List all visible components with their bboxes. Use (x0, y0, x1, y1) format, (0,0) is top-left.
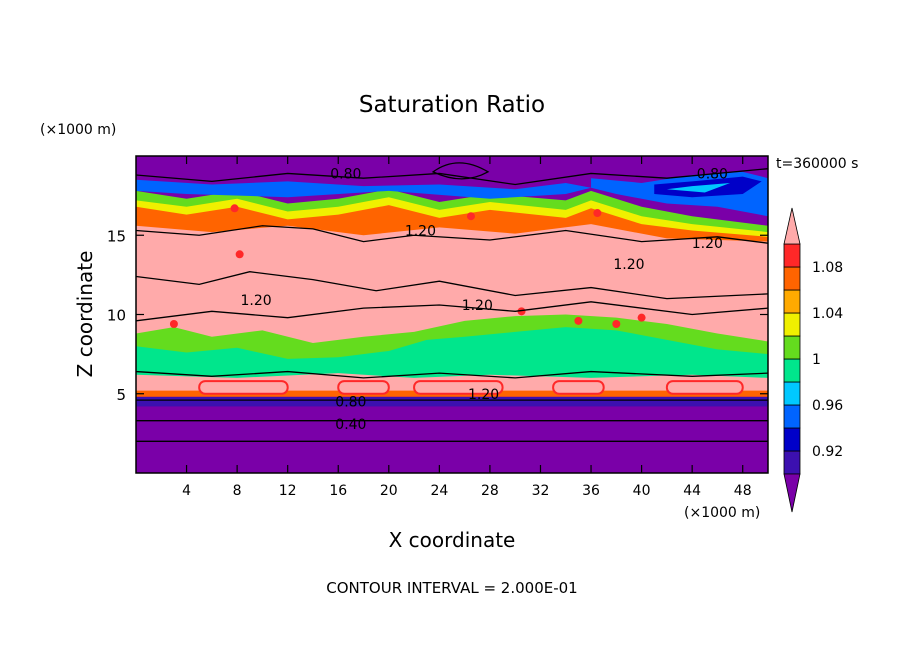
field-base-bubble (552, 380, 605, 395)
time-label: t=360000 s (776, 156, 858, 172)
x-tick-label: 8 (233, 483, 242, 499)
contour-label: 1.20 (240, 293, 271, 309)
field-lower-stripe (136, 396, 768, 407)
contour-label: 1.20 (692, 236, 723, 252)
field-red-speck (517, 307, 526, 316)
field-upper-cyan (666, 182, 731, 193)
contour-label: 1.20 (405, 223, 436, 239)
colorbar-tick-label: 1.08 (812, 260, 843, 276)
colorbar-top-arrow (783, 207, 801, 245)
contour-fill-field (136, 156, 768, 473)
colorbar-swatch (783, 450, 801, 475)
y-tick-label: 10 (107, 307, 126, 325)
field-red-speck (574, 316, 583, 325)
contour-labels: 0.80 0.80 1.20 1.20 1.20 1.20 1.20 1.20 0.80 0.40 (240, 166, 728, 433)
field-red-speck (637, 313, 646, 322)
field-top-streak (136, 179, 592, 199)
y-axis-label: Z coordinate (73, 251, 97, 378)
x-tick-label: 20 (380, 483, 398, 499)
x-axis-label: X coordinate (389, 528, 516, 552)
x-tick-label: 24 (430, 483, 448, 499)
contour-label: 0.80 (335, 395, 366, 411)
contour-interval-note: CONTOUR INTERVAL = 2.000E-01 (326, 579, 577, 597)
colorbar-tick-label: 0.92 (812, 444, 843, 460)
colorbar-swatch (783, 266, 801, 291)
contour-label: 1.20 (613, 257, 644, 273)
contour-120-mid (136, 271, 768, 300)
contour-label: 0.80 (330, 166, 361, 182)
contour-120-base (136, 370, 768, 379)
x-tick-label: 44 (683, 483, 701, 499)
colorbar-swatch (783, 404, 801, 429)
field-mid-teal (136, 327, 768, 389)
field-red-speck (593, 209, 602, 218)
field-red-speck (466, 212, 475, 221)
contour-label: 0.40 (335, 417, 366, 433)
x-tick-label: 32 (532, 483, 550, 499)
colorbar-swatch (783, 335, 801, 360)
colorbar-swatch (783, 312, 801, 337)
colorbar-swatch (783, 358, 801, 383)
field-lower-dry (136, 396, 768, 473)
y-unit-label: (×1000 m) (40, 122, 116, 138)
colorbar-tick-label: 0.96 (812, 398, 843, 414)
colorbar-swatch (783, 427, 801, 452)
contour-label: 0.80 (697, 166, 728, 182)
x-tick-label: 16 (329, 483, 347, 499)
colorbar-tick-label: 1 (812, 352, 821, 368)
y-tick-label: 5 (116, 386, 126, 404)
contour-120-upper (136, 225, 768, 244)
colorbar-tick-label: 1.04 (812, 306, 843, 322)
contour-label: 1.20 (462, 298, 493, 314)
colorbar: 0.92 0.96 1 1.04 1.08 (783, 207, 843, 513)
y-tick-label: 15 (107, 227, 126, 245)
colorbar-swatch (783, 381, 801, 406)
field-base-bubble (337, 380, 390, 395)
x-unit-label: (×1000 m) (684, 505, 760, 521)
field-red-speck (169, 320, 178, 329)
field-base-bubble (413, 380, 504, 395)
field-base-bubble (665, 380, 744, 395)
contour-120-lower (136, 301, 768, 322)
contour-label: 1.20 (468, 387, 499, 403)
contour-closed-top (431, 162, 490, 180)
x-tick-label: 4 (182, 483, 191, 499)
field-base-bubble (198, 380, 289, 395)
x-axis-ticks: 4 8 12 16 20 24 28 32 36 40 44 48 (182, 156, 752, 499)
contour-lines (136, 162, 768, 442)
colorbar-swatch (783, 243, 801, 268)
field-red-speck (230, 204, 239, 213)
colorbar-bottom-arrow (783, 473, 801, 513)
x-tick-label: 36 (582, 483, 600, 499)
x-tick-label: 40 (633, 483, 651, 499)
chart-title: Saturation Ratio (359, 92, 545, 118)
y-axis-ticks: 5 10 15 (107, 227, 768, 404)
contour-080-upper (136, 168, 768, 186)
field-red-speck (612, 320, 621, 329)
x-tick-label: 48 (734, 483, 752, 499)
colorbar-swatch (783, 289, 801, 314)
x-tick-label: 28 (481, 483, 499, 499)
x-tick-label: 12 (279, 483, 297, 499)
field-red-speck (235, 250, 244, 259)
